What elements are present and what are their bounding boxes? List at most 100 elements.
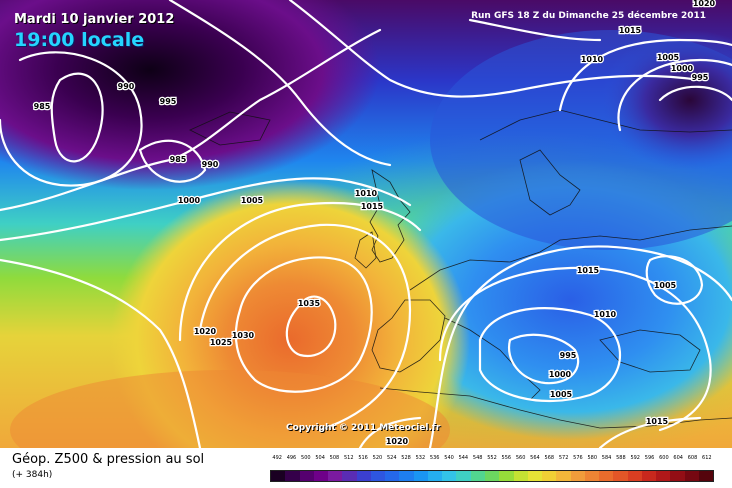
isobar-label: 990	[202, 160, 219, 169]
legend-swatch	[470, 471, 485, 481]
legend-swatch	[427, 471, 443, 481]
isobar-label: 1010	[594, 310, 617, 319]
forecast-range: (+ 384h)	[12, 470, 53, 480]
legend-swatch	[698, 471, 714, 481]
legend-swatch	[670, 471, 685, 481]
isobar-label: 1015	[577, 266, 600, 275]
legend-swatch	[370, 471, 386, 481]
legend-labels: 492 496 500 504 508 512 516 520 524 528 532 536 540 5…	[270, 455, 714, 465]
legend-swatch	[542, 471, 557, 481]
legend-value: 580	[587, 455, 598, 461]
legend-value: 492	[272, 455, 282, 461]
legend-swatch	[285, 471, 300, 481]
isobar-label: 985	[34, 102, 51, 111]
legend-value: 584	[601, 455, 612, 461]
isobar-label: 1000	[671, 64, 694, 73]
isobar-label: 1005	[654, 281, 677, 290]
legend-swatch	[442, 471, 457, 481]
isobar-label: 990	[118, 82, 135, 91]
copyright-notice: Copyright © 2011 Meteociel.fr	[286, 423, 441, 433]
legend-value: 528	[401, 455, 411, 461]
color-scale-legend	[270, 470, 714, 482]
legend-swatch	[484, 471, 500, 481]
legend-value: 592	[630, 455, 640, 461]
isobar-label: 1005	[550, 390, 573, 399]
legend-value: 500	[301, 455, 311, 461]
isobar-label: 1015	[361, 202, 384, 211]
legend-swatch	[456, 471, 471, 481]
isobar-label: 1025	[210, 338, 233, 347]
isobar-label: 1035	[298, 299, 321, 308]
legend-swatch	[599, 471, 614, 481]
isobar-label: 1005	[241, 196, 264, 205]
legend-swatch	[613, 471, 628, 481]
legend-swatch	[356, 471, 371, 481]
legend-value: 612	[702, 455, 712, 461]
legend-value: 576	[573, 455, 583, 461]
legend-value: 512	[343, 455, 354, 461]
legend-value: 496	[286, 455, 297, 461]
isobar-label: 995	[560, 351, 577, 360]
legend-swatch	[656, 471, 671, 481]
legend-swatch	[413, 471, 428, 481]
legend-swatch	[513, 471, 528, 481]
isobar-label: 1000	[178, 196, 201, 205]
legend-swatch	[399, 471, 414, 481]
legend-value: 600	[659, 455, 669, 461]
map-title: Géop. Z500 & pression au sol	[12, 452, 205, 467]
isobar-label: 990	[202, 160, 219, 169]
isobar-label: 1015	[646, 417, 669, 426]
legend-swatch	[556, 471, 571, 481]
legend-swatch	[299, 471, 314, 481]
legend-value: 568	[544, 455, 555, 461]
legend-value: 544	[458, 455, 469, 461]
isobar-label: 1020	[386, 437, 409, 446]
legend-value: 596	[644, 455, 655, 461]
legend-swatch	[385, 471, 400, 481]
isobar-label: 1020	[194, 327, 217, 336]
legend-value: 572	[558, 455, 569, 461]
forecast-date: Mardi 10 janvier 2012	[14, 12, 175, 27]
legend-swatch	[641, 471, 657, 481]
isobar-label: 1015	[619, 26, 642, 35]
legend-value: 552	[487, 455, 497, 461]
legend-value: 548	[472, 455, 483, 461]
legend-swatch	[313, 471, 329, 481]
isobar-label: 1000	[549, 370, 572, 379]
legend-swatch	[684, 471, 699, 481]
legend-value: 516	[358, 455, 368, 461]
legend-value: 520	[372, 455, 383, 461]
legend-value: 504	[315, 455, 325, 461]
legend-value: 604	[673, 455, 683, 461]
legend-swatch	[271, 471, 286, 481]
model-run-label: Run GFS 18 Z du Dimanche 25 décembre 201…	[471, 11, 706, 21]
legend-swatch	[328, 471, 343, 481]
legend-value: 560	[515, 455, 526, 461]
legend-value: 540	[444, 455, 454, 461]
isobar-label: 1010	[581, 55, 604, 64]
legend-swatch	[584, 471, 600, 481]
isobar-label: 995	[692, 73, 709, 82]
isobar-label: 985	[170, 155, 187, 164]
legend-swatch	[527, 471, 543, 481]
legend-swatch	[342, 471, 357, 481]
legend-value: 608	[687, 455, 698, 461]
isobar-label: 1010	[355, 189, 378, 198]
legend-swatch	[627, 471, 642, 481]
legend-value: 508	[329, 455, 340, 461]
isobar-label: 1005	[657, 53, 680, 62]
legend-value: 532	[415, 455, 426, 461]
legend-value: 524	[386, 455, 397, 461]
weather-map: 1020 1015 1010 1005 1000 995 990 985 990…	[0, 0, 732, 448]
forecast-time: 19:00 locale	[14, 29, 145, 51]
legend-value: 536	[429, 455, 440, 461]
isobar-label: 1020	[693, 0, 716, 8]
legend-value: 588	[616, 455, 626, 461]
legend-value: 556	[501, 455, 512, 461]
isobar-label: 1030	[232, 331, 255, 340]
legend-swatch	[570, 471, 585, 481]
isobar-label: 1000	[549, 370, 572, 379]
legend-swatch	[499, 471, 514, 481]
isobar-label: 995	[160, 97, 177, 106]
legend-value: 564	[530, 455, 540, 461]
